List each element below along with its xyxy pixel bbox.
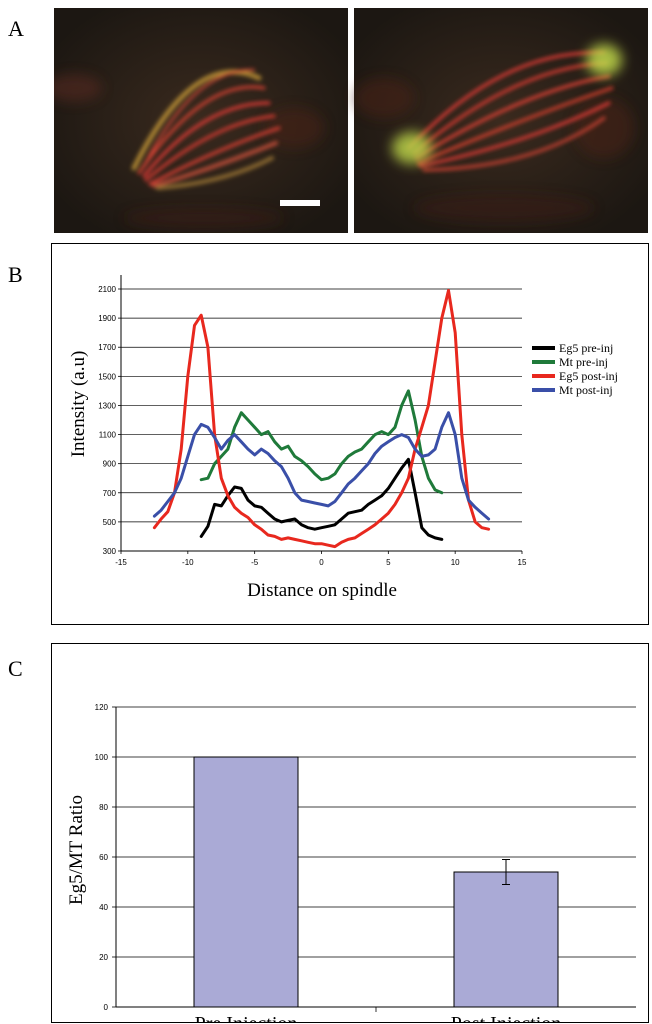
y-tick-label: 700 [103,489,117,498]
bar-chart-error-bars [502,859,510,885]
line-chart-x-label: Distance on spindle [247,580,397,601]
panel-label-c: C [8,656,23,681]
y-tick-label: 500 [103,518,117,527]
line-chart-x-ticks: -15 -10 -5 0 5 10 15 [115,551,527,567]
x-tick-label: 5 [386,558,391,567]
bar-chart-category-labels: Pre Injection Post Injection [195,1013,562,1022]
y-tick-label: 1900 [98,314,116,323]
y-tick-label: 100 [95,753,109,762]
line-chart: 300 500 700 900 1100 1300 1500 1700 1900 2100 -15… [68,275,618,601]
y-tick-label: 60 [99,853,108,862]
y-tick-label: 300 [103,547,117,556]
x-tick-label: 10 [451,558,460,567]
category-label: Post Injection [451,1013,562,1022]
line-chart-y-ticks: 300 500 700 900 1100 1300 1500 1700 1900 2100 [98,285,121,556]
bar-chart-y-label: Eg5/MT Ratio [66,795,87,905]
scale-bar [280,200,320,206]
x-tick-label: -15 [115,558,127,567]
micrograph-pre-injection [54,8,348,233]
bar [453,871,559,1008]
y-tick-label: 1300 [98,401,116,410]
series-line-3 [152,289,491,549]
legend-label: Mt post-inj [559,383,613,397]
y-tick-label: 1100 [99,431,117,440]
y-tick-label: 900 [103,460,117,469]
panel-b-frame [51,243,649,625]
series-line-1 [199,457,444,541]
microscopy-panel [54,8,648,233]
x-tick-label: 15 [518,558,527,567]
y-tick-label: 120 [95,703,109,712]
y-tick-label: 0 [104,1003,109,1012]
y-tick-label: 1700 [98,343,116,352]
series-line-2 [199,389,444,495]
panel-label-a: A [8,16,24,41]
legend-label: Mt pre-inj [559,355,608,369]
y-tick-label: 40 [99,903,108,912]
line-chart-series [152,289,491,549]
micrograph-post-injection [354,8,648,233]
y-tick-label: 2100 [98,285,116,294]
series-line-4 [152,411,491,521]
y-tick-label: 80 [99,803,108,812]
category-label: Pre Injection [195,1013,298,1022]
line-chart-y-label: Intensity (a.u) [68,351,89,458]
panel-label-b: B [8,262,23,287]
bar-chart-bars [193,756,559,1008]
x-tick-label: -10 [182,558,194,567]
y-tick-label: 20 [99,953,108,962]
x-tick-label: -5 [251,558,259,567]
bar-chart: 0 20 40 60 80 100 120 Pre Injection Post Inject… [66,703,636,1022]
x-tick-label: 0 [319,558,324,567]
bar [193,756,299,1008]
legend-label: Eg5 pre-inj [559,341,613,355]
bar-chart-y-ticks: 0 20 40 60 80 100 120 [95,703,116,1012]
legend-label: Eg5 post-inj [559,369,618,383]
y-tick-label: 1500 [98,372,116,381]
